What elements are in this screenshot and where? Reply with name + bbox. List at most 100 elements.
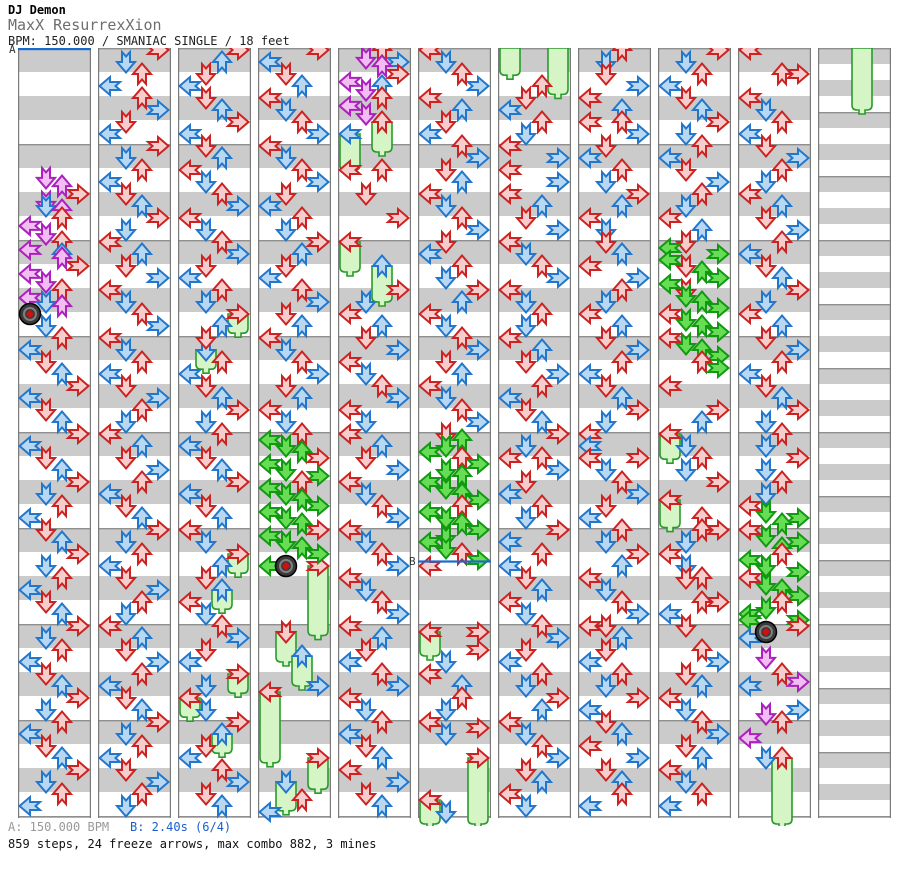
note-arrow [738, 548, 763, 572]
note-arrow [594, 577, 618, 603]
note-arrow [18, 338, 43, 362]
note-arrow [274, 337, 298, 363]
freeze-head-arrow [370, 109, 394, 135]
freeze-head-arrow [225, 662, 251, 686]
note-arrow [290, 511, 314, 537]
note-arrow [354, 529, 378, 555]
measure-line [258, 816, 331, 818]
note-arrow [290, 241, 314, 267]
measure-line [578, 624, 651, 626]
beat-stripe [818, 720, 891, 736]
note-arrow [370, 493, 394, 519]
mine-center [25, 309, 35, 319]
freeze-head-arrow [658, 488, 683, 512]
note-arrow [130, 349, 154, 375]
note-arrow [594, 409, 618, 435]
note-arrow [114, 373, 138, 399]
note-arrow [514, 601, 538, 627]
note-arrow [114, 721, 138, 747]
note-arrow [785, 560, 811, 584]
chart-column-2 [98, 48, 171, 826]
note-arrow [434, 523, 458, 549]
note-arrow [274, 145, 298, 171]
note-arrow [754, 97, 778, 123]
note-arrow [498, 278, 523, 302]
note-arrow [578, 794, 603, 818]
note-arrow [514, 241, 538, 267]
note-arrow [225, 398, 251, 422]
note-arrow [578, 650, 603, 674]
note-arrow [210, 277, 234, 303]
chart-column-svg [258, 48, 331, 824]
note-arrow [625, 746, 651, 770]
measure-line [818, 752, 891, 754]
note-arrow [450, 397, 474, 423]
note-arrow [450, 463, 474, 489]
beat-stripe [18, 72, 91, 96]
bpm-difficulty-info: BPM: 150.000 / SMANIAC SINGLE / 18 feet [8, 34, 290, 48]
measure-line [818, 112, 891, 114]
note-arrow [18, 434, 43, 458]
note-arrow [370, 157, 394, 183]
measure-line [338, 528, 411, 530]
note-arrow [690, 565, 714, 591]
note-arrow [514, 205, 538, 231]
note-arrow [625, 266, 651, 290]
note-arrow [594, 61, 618, 87]
column-border-right [729, 48, 731, 818]
note-arrow [690, 745, 714, 771]
note-arrow [225, 470, 251, 494]
note-arrow [98, 422, 123, 446]
note-arrow [674, 307, 698, 333]
beat-stripe [818, 352, 891, 368]
beat-stripe [818, 736, 891, 752]
note-arrow [34, 165, 58, 190]
note-arrow [98, 674, 123, 698]
measure-line [578, 336, 651, 338]
measure-line [178, 528, 251, 530]
note-arrow [370, 709, 394, 735]
note-arrow [578, 614, 603, 638]
note-arrow [594, 637, 618, 663]
marker-line-b [418, 560, 491, 563]
note-arrow [514, 349, 538, 375]
note-arrow [354, 445, 378, 471]
measure-line [338, 624, 411, 626]
note-arrow [450, 427, 474, 453]
note-arrow [194, 325, 218, 351]
note-arrow [98, 482, 123, 506]
note-arrow [130, 661, 154, 687]
freeze-head-arrow [418, 620, 443, 644]
note-arrow [338, 566, 363, 590]
note-arrow [258, 266, 283, 290]
note-arrow [738, 566, 763, 590]
note-arrow [450, 511, 474, 537]
note-arrow [65, 542, 91, 566]
note-arrow [434, 457, 458, 483]
note-arrow [290, 157, 314, 183]
note-arrow [305, 674, 331, 698]
freeze-head-arrow [465, 746, 491, 770]
beat-stripe [818, 464, 891, 480]
note-arrow [498, 446, 523, 470]
note-arrow [674, 49, 698, 75]
note-arrow [434, 109, 458, 135]
note-arrow [514, 505, 538, 531]
note-arrow [674, 253, 698, 279]
note-arrow [705, 266, 731, 290]
measure-line [498, 48, 571, 50]
note-arrow [210, 97, 234, 123]
beat-stripe [818, 768, 891, 784]
beat-stripe [818, 608, 891, 624]
note-arrow [194, 445, 218, 471]
note-arrow [465, 518, 491, 542]
note-arrow [274, 481, 298, 507]
note-arrow [305, 122, 331, 146]
note-arrow [434, 349, 458, 375]
note-arrow [225, 110, 251, 134]
note-arrow [578, 362, 603, 386]
note-arrow [578, 506, 603, 530]
measure-line [658, 240, 731, 242]
note-arrow [594, 169, 618, 195]
beat-stripe [418, 576, 491, 600]
